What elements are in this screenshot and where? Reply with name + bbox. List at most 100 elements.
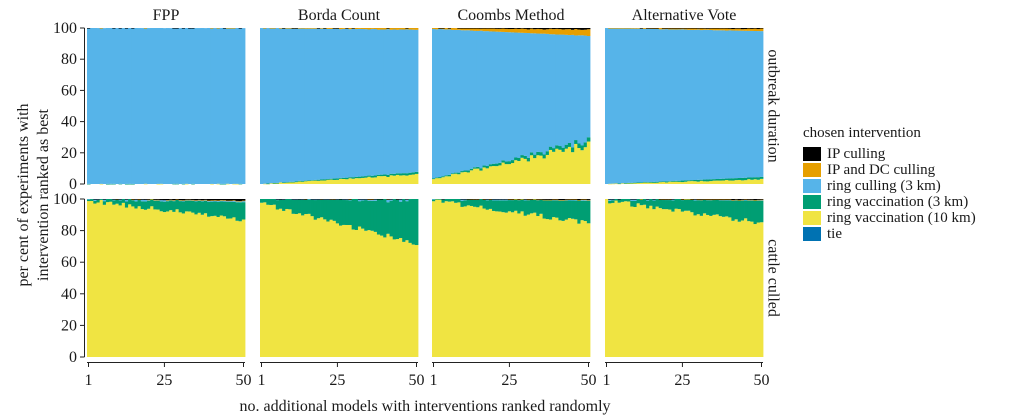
bar-segment xyxy=(310,28,315,29)
bar-segment xyxy=(623,183,628,184)
bar-segment xyxy=(646,208,650,357)
bar-segment xyxy=(402,28,406,30)
bar-segment xyxy=(583,29,588,36)
bar-segment xyxy=(495,199,499,200)
bar-segment xyxy=(561,200,566,221)
bar-segment xyxy=(747,177,751,180)
bar-segment xyxy=(545,33,550,152)
bar-segment xyxy=(383,174,387,177)
bar-segment xyxy=(405,28,409,29)
bar-segment xyxy=(373,175,378,178)
bar-segment xyxy=(636,199,641,204)
bar-segment xyxy=(235,202,240,221)
bar-segment xyxy=(712,179,716,181)
bar-segment xyxy=(166,201,170,212)
bar-segment xyxy=(466,199,471,200)
bar-segment xyxy=(558,199,562,200)
bar-segment xyxy=(564,29,569,35)
bar-segment xyxy=(307,213,311,357)
bar-segment xyxy=(511,199,515,201)
bar-segment xyxy=(555,199,559,200)
bar-segment xyxy=(680,211,685,357)
bar-segment xyxy=(646,199,650,201)
bar-segment xyxy=(463,28,468,29)
bar-segment xyxy=(539,199,543,214)
bar-segment xyxy=(690,181,694,184)
bar-segment xyxy=(395,173,400,175)
bar-segment xyxy=(702,28,707,29)
bar-segment xyxy=(501,199,506,201)
bar-segment xyxy=(169,199,173,201)
bar-segment xyxy=(526,214,531,357)
bar-segment xyxy=(693,199,698,201)
bar-segment xyxy=(753,30,758,178)
x-tick-label: 25 xyxy=(156,372,172,389)
bar-segment xyxy=(134,28,138,184)
bar-segment xyxy=(671,199,675,201)
bar-segment xyxy=(712,28,716,29)
bar-segment xyxy=(709,181,713,184)
bar-segment xyxy=(213,28,217,184)
bar-segment xyxy=(658,199,663,209)
legend-swatch xyxy=(803,179,821,193)
bar-segment xyxy=(473,199,477,207)
bar-segment xyxy=(620,28,625,29)
bar-segment xyxy=(121,199,126,203)
bar-segment xyxy=(357,176,362,179)
bar-segment xyxy=(301,215,305,357)
bar-segment xyxy=(571,218,575,357)
bar-segment xyxy=(210,216,214,357)
bar-segment xyxy=(718,30,723,179)
bar-segment xyxy=(226,199,230,201)
bar-segment xyxy=(367,176,371,184)
bar-segment xyxy=(482,199,487,200)
bar-segment xyxy=(466,30,471,171)
bar-segment xyxy=(175,199,180,210)
bar-segment xyxy=(668,199,672,200)
bar-segment xyxy=(507,28,512,30)
bar-segment xyxy=(99,199,104,200)
bar-segment xyxy=(304,180,308,184)
bar-segment xyxy=(517,161,521,184)
bar-segment xyxy=(680,28,685,30)
bar-segment xyxy=(392,239,397,357)
bar-segment xyxy=(580,150,585,184)
bar-segment xyxy=(266,183,270,185)
bar-segment xyxy=(150,199,154,207)
bar-segment xyxy=(507,161,512,165)
bar-segment xyxy=(213,200,217,202)
bar-segment xyxy=(216,199,221,201)
bar-segment xyxy=(370,199,375,201)
bar-segment xyxy=(143,209,148,357)
bar-segment xyxy=(542,200,547,219)
bar-segment xyxy=(684,210,688,357)
bar-segment xyxy=(332,178,337,180)
bar-segment xyxy=(297,181,302,184)
x-tick-label: 25 xyxy=(329,372,345,389)
bar-segment xyxy=(238,202,243,222)
bar-segment xyxy=(197,212,202,357)
bar-segment xyxy=(655,28,660,29)
bar-segment xyxy=(207,199,211,201)
bar-segment xyxy=(191,183,195,185)
bar-segment xyxy=(571,199,575,200)
bar-segment xyxy=(747,221,751,357)
bar-segment xyxy=(734,28,739,31)
bar-segment xyxy=(361,176,365,178)
bar-segment xyxy=(529,152,534,156)
bar-segment xyxy=(574,199,578,200)
bar-segment xyxy=(580,200,585,221)
bar-segment xyxy=(316,199,321,219)
bar-segment xyxy=(744,177,748,181)
bar-segment xyxy=(642,199,647,205)
bar-segment xyxy=(128,199,132,205)
bar-segment xyxy=(326,28,330,179)
bar-segment xyxy=(310,216,315,357)
bar-segment xyxy=(706,28,710,30)
bar-segment xyxy=(392,29,397,174)
bar-segment xyxy=(203,28,208,185)
bar-segment xyxy=(611,199,615,201)
bar-segment xyxy=(275,182,280,184)
bar-segment xyxy=(690,199,694,200)
